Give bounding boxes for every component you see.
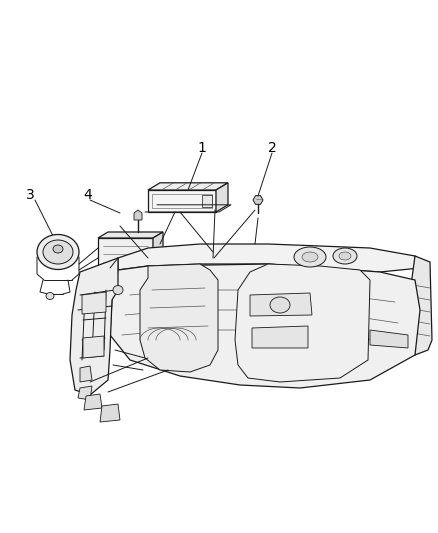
Polygon shape: [84, 394, 102, 410]
Ellipse shape: [294, 247, 326, 267]
Polygon shape: [134, 210, 142, 220]
Polygon shape: [148, 190, 216, 212]
Ellipse shape: [333, 248, 357, 264]
Ellipse shape: [43, 240, 73, 264]
Text: 1: 1: [198, 141, 206, 155]
Ellipse shape: [270, 297, 290, 313]
Polygon shape: [70, 258, 118, 395]
Polygon shape: [148, 183, 228, 190]
Text: 2: 2: [268, 141, 276, 155]
Polygon shape: [370, 330, 408, 348]
Polygon shape: [80, 366, 92, 382]
Polygon shape: [392, 310, 410, 330]
Ellipse shape: [339, 252, 351, 260]
Polygon shape: [235, 264, 370, 382]
Polygon shape: [110, 264, 420, 388]
Polygon shape: [410, 256, 432, 355]
Polygon shape: [216, 183, 228, 212]
Ellipse shape: [46, 293, 54, 300]
Ellipse shape: [37, 235, 79, 270]
Polygon shape: [253, 196, 263, 204]
Polygon shape: [118, 244, 420, 272]
Polygon shape: [98, 232, 163, 238]
Polygon shape: [202, 195, 212, 207]
Ellipse shape: [302, 252, 318, 262]
Polygon shape: [140, 264, 218, 372]
Polygon shape: [250, 293, 312, 316]
Polygon shape: [98, 238, 153, 276]
Text: 4: 4: [84, 188, 92, 202]
Polygon shape: [83, 336, 104, 358]
Polygon shape: [78, 386, 92, 400]
Polygon shape: [82, 292, 106, 314]
Polygon shape: [100, 404, 120, 422]
Polygon shape: [252, 326, 308, 348]
Text: 3: 3: [26, 188, 34, 202]
Ellipse shape: [113, 286, 123, 295]
Polygon shape: [153, 232, 163, 276]
Ellipse shape: [53, 245, 63, 253]
